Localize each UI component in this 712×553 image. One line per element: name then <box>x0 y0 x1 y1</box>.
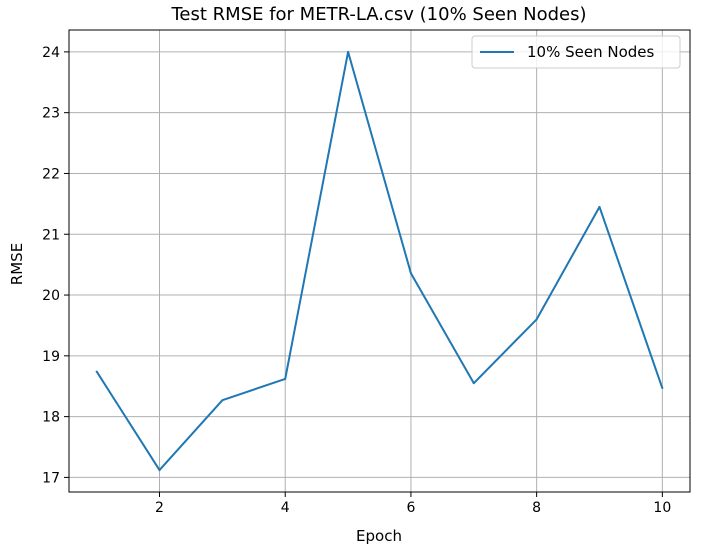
data-point <box>472 382 475 385</box>
x-axis-label: Epoch <box>356 527 402 545</box>
x-axis-ticks: 2 4 6 8 10 <box>155 492 671 516</box>
legend-label: 10% Seen Nodes <box>527 43 655 61</box>
data-point <box>347 50 350 53</box>
y-tick-label: 24 <box>42 45 60 61</box>
y-tick-label: 17 <box>42 470 60 486</box>
y-tick-label: 22 <box>42 166 60 182</box>
y-tick-label: 18 <box>42 410 60 426</box>
y-tick-label: 23 <box>42 106 60 122</box>
grid <box>69 30 690 492</box>
plot-area-frame <box>68 29 691 493</box>
x-tick-label: 4 <box>281 500 290 516</box>
data-point <box>598 205 601 208</box>
data-point <box>535 318 538 321</box>
y-tick-label: 21 <box>42 227 60 243</box>
y-tick-label: 19 <box>42 349 60 365</box>
chart-title: Test RMSE for METR-LA.csv (10% Seen Node… <box>170 4 586 25</box>
series-line <box>95 50 664 472</box>
data-point <box>221 399 224 402</box>
data-point <box>95 370 98 373</box>
y-axis-ticks: 17 18 19 20 21 22 23 24 <box>42 45 69 486</box>
legend: 10% Seen Nodes <box>471 35 681 69</box>
data-point <box>409 272 412 275</box>
legend-box <box>471 35 681 69</box>
x-tick-label: 6 <box>406 500 415 516</box>
x-tick-label: 8 <box>532 500 541 516</box>
data-point <box>158 469 161 472</box>
series-layer <box>95 50 664 472</box>
data-point <box>661 387 664 390</box>
x-tick-label: 10 <box>653 500 671 516</box>
data-point <box>284 377 287 380</box>
y-tick-label: 20 <box>42 288 60 304</box>
y-axis-label: RMSE <box>8 243 26 285</box>
x-tick-label: 2 <box>155 500 164 516</box>
